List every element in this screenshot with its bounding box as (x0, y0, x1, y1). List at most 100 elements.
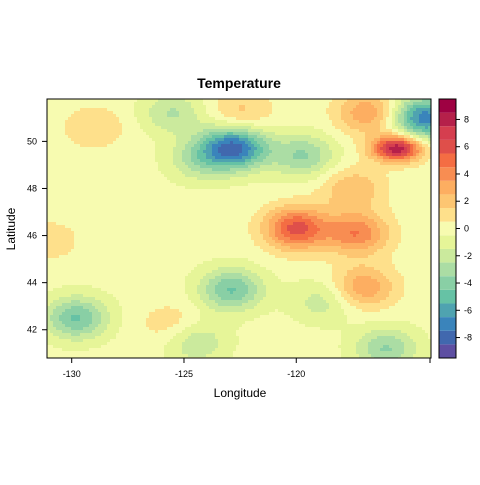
contour-cell (50, 102, 54, 106)
contour-cell (254, 180, 258, 184)
contour-cell (308, 102, 312, 106)
contour-cell (323, 174, 327, 178)
contour-cell (353, 144, 357, 148)
contour-cell (263, 177, 267, 181)
contour-cell (128, 138, 132, 142)
contour-cell (374, 168, 378, 172)
contour-cell (317, 141, 321, 145)
contour-cell (137, 117, 141, 121)
contour-cell (236, 171, 240, 175)
contour-cell (245, 147, 249, 151)
contour-cell (329, 138, 333, 142)
contour-cell (209, 111, 213, 115)
contour-cell (287, 201, 291, 205)
contour-cell (254, 192, 258, 196)
contour-cell (212, 174, 216, 178)
contour-cell (398, 213, 402, 217)
contour-cell (149, 138, 153, 142)
contour-cell (74, 177, 78, 181)
contour-cell (398, 144, 402, 148)
contour-cell (338, 135, 342, 139)
contour-cell (233, 102, 237, 106)
contour-cell (233, 177, 237, 181)
contour-cell (293, 192, 297, 196)
contour-cell (236, 111, 240, 115)
contour-cell (110, 150, 114, 154)
contour-cell (422, 114, 426, 118)
contour-cell (392, 111, 396, 115)
contour-cell (113, 135, 117, 139)
contour-cell (224, 198, 228, 202)
contour-cell (266, 204, 270, 208)
contour-cell (200, 129, 204, 133)
contour-cell (260, 189, 264, 193)
contour-cell (299, 174, 303, 178)
contour-cell (77, 141, 81, 145)
contour-cell (170, 141, 174, 145)
contour-cell (194, 165, 198, 169)
contour-cell (164, 210, 168, 214)
contour-cell (323, 195, 327, 199)
contour-cell (137, 147, 141, 151)
contour-cell (278, 213, 282, 217)
contour-cell (269, 135, 273, 139)
contour-cell (305, 186, 309, 190)
contour-cell (254, 210, 258, 214)
contour-cell (56, 174, 60, 178)
contour-cell (149, 117, 153, 121)
contour-cell (149, 102, 153, 106)
contour-cell (209, 201, 213, 205)
contour-cell (155, 108, 159, 112)
contour-cell (62, 150, 66, 154)
contour-cell (101, 111, 105, 115)
contour-cell (281, 120, 285, 124)
contour-cell (152, 144, 156, 148)
contour-cell (185, 144, 189, 148)
contour-cell (290, 105, 294, 109)
contour-cell (320, 135, 324, 139)
contour-cell (65, 114, 69, 118)
contour-cell (179, 132, 183, 136)
contour-cell (104, 180, 108, 184)
contour-cell (149, 135, 153, 139)
contour-cell (215, 150, 219, 154)
contour-cell (80, 156, 84, 160)
contour-cell (359, 207, 363, 211)
contour-cell (281, 174, 285, 178)
contour-cell (197, 180, 201, 184)
contour-cell (269, 114, 273, 118)
contour-cell (50, 180, 54, 184)
contour-cell (380, 108, 384, 112)
contour-cell (365, 195, 369, 199)
contour-cell (146, 207, 150, 211)
contour-cell (272, 129, 276, 133)
contour-cell (404, 156, 408, 160)
contour-cell (425, 198, 429, 202)
contour-cell (401, 141, 405, 145)
contour-cell (269, 207, 273, 211)
contour-cell (92, 174, 96, 178)
contour-cell (281, 141, 285, 145)
contour-cell (170, 171, 174, 175)
contour-cell (425, 120, 429, 124)
contour-cell (248, 126, 252, 130)
contour-cell (383, 213, 387, 217)
contour-cell (296, 159, 300, 163)
contour-cell (224, 102, 228, 106)
contour-cell (74, 186, 78, 190)
contour-cell (50, 135, 54, 139)
contour-cell (296, 189, 300, 193)
contour-cell (368, 174, 372, 178)
contour-cell (224, 159, 228, 163)
contour-cell (290, 126, 294, 130)
contour-cell (179, 144, 183, 148)
contour-cell (284, 126, 288, 130)
contour-cell (140, 171, 144, 175)
contour-cell (86, 141, 90, 145)
contour-cell (353, 129, 357, 133)
contour-cell (203, 162, 207, 166)
contour-cell (86, 207, 90, 211)
contour-cell (296, 147, 300, 151)
contour-cell (362, 123, 366, 127)
contour-cell (128, 111, 132, 115)
